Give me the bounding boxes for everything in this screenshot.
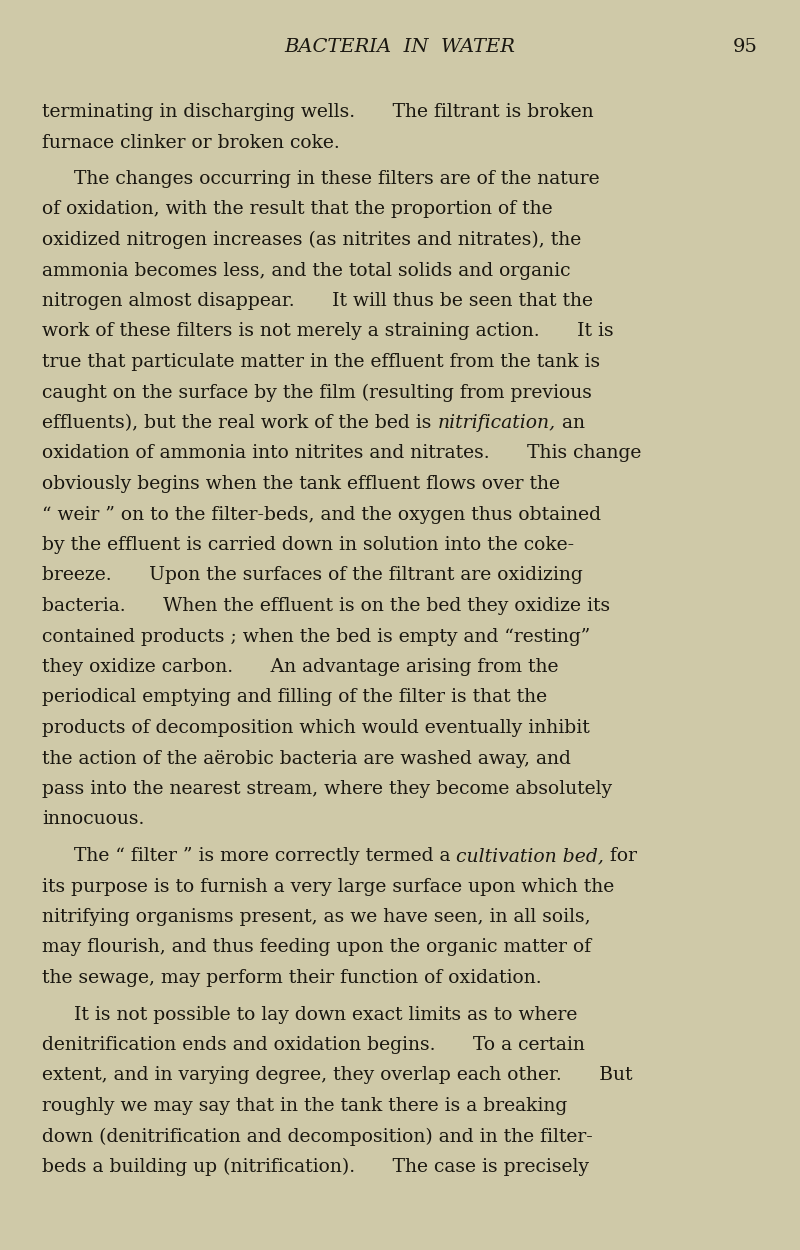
Text: breeze.  Upon the surfaces of the filtrant are oxidizing: breeze. Upon the surfaces of the filtran…: [42, 566, 582, 585]
Text: denitrification ends and oxidation begins.  To a certain: denitrification ends and oxidation begin…: [42, 1036, 585, 1054]
Text: It is not possible to lay down exact limits as to where: It is not possible to lay down exact lim…: [74, 1005, 578, 1024]
Text: The changes occurring in these filters are of the nature: The changes occurring in these filters a…: [74, 170, 600, 187]
Text: nitrification,: nitrification,: [438, 414, 555, 432]
Text: products of decomposition which would eventually inhibit: products of decomposition which would ev…: [42, 719, 590, 738]
Text: BACTERIA  IN  WATER: BACTERIA IN WATER: [285, 38, 515, 56]
Text: The “ filter ” is more correctly termed a: The “ filter ” is more correctly termed …: [74, 848, 457, 865]
Text: roughly we may say that in the tank there is a breaking: roughly we may say that in the tank ther…: [42, 1098, 567, 1115]
Text: the action of the aërobic bacteria are washed away, and: the action of the aërobic bacteria are w…: [42, 750, 571, 768]
Text: work of these filters is not merely a straining action.  It is: work of these filters is not merely a st…: [42, 322, 614, 340]
Text: furnace clinker or broken coke.: furnace clinker or broken coke.: [42, 134, 340, 151]
Text: contained products ; when the bed is empty and “resting”: contained products ; when the bed is emp…: [42, 628, 590, 645]
Text: down (denitrification and decomposition) and in the filter-: down (denitrification and decomposition)…: [42, 1128, 593, 1146]
Text: beds a building up (nitrification).  The case is precisely: beds a building up (nitrification). The …: [42, 1158, 589, 1176]
Text: by the effluent is carried down in solution into the coke-: by the effluent is carried down in solut…: [42, 536, 574, 554]
Text: nitrifying organisms present, as we have seen, in all soils,: nitrifying organisms present, as we have…: [42, 908, 590, 926]
Text: the sewage, may perform their function of oxidation.: the sewage, may perform their function o…: [42, 969, 542, 988]
Text: cultivation bed,: cultivation bed,: [457, 848, 604, 865]
Text: an: an: [555, 414, 585, 432]
Text: “ weir ” on to the filter-beds, and the oxygen thus obtained: “ weir ” on to the filter-beds, and the …: [42, 505, 601, 524]
Text: nitrogen almost disappear.  It will thus be seen that the: nitrogen almost disappear. It will thus …: [42, 292, 593, 310]
Text: pass into the nearest stream, where they become absolutely: pass into the nearest stream, where they…: [42, 780, 612, 798]
Text: 95: 95: [733, 38, 758, 56]
Text: effluents), but the real work of the bed is: effluents), but the real work of the bed…: [42, 414, 438, 432]
Text: they oxidize carbon.  An advantage arising from the: they oxidize carbon. An advantage arisin…: [42, 658, 558, 676]
Text: its purpose is to furnish a very large surface upon which the: its purpose is to furnish a very large s…: [42, 878, 614, 895]
Text: obviously begins when the tank effluent flows over the: obviously begins when the tank effluent …: [42, 475, 560, 492]
Text: may flourish, and thus feeding upon the organic matter of: may flourish, and thus feeding upon the …: [42, 939, 591, 956]
Text: innocuous.: innocuous.: [42, 810, 144, 829]
Text: true that particulate matter in the effluent from the tank is: true that particulate matter in the effl…: [42, 352, 600, 371]
Text: oxidation of ammonia into nitrites and nitrates.  This change: oxidation of ammonia into nitrites and n…: [42, 445, 642, 462]
Text: of oxidation, with the result that the proportion of the: of oxidation, with the result that the p…: [42, 200, 553, 219]
Text: ammonia becomes less, and the total solids and organic: ammonia becomes less, and the total soli…: [42, 261, 570, 280]
Text: bacteria.  When the effluent is on the bed they oxidize its: bacteria. When the effluent is on the be…: [42, 598, 610, 615]
Text: oxidized nitrogen increases (as nitrites and nitrates), the: oxidized nitrogen increases (as nitrites…: [42, 231, 582, 249]
Text: periodical emptying and filling of the filter is that the: periodical emptying and filling of the f…: [42, 689, 547, 706]
Text: terminating in discharging wells.  The filtrant is broken: terminating in discharging wells. The fi…: [42, 102, 594, 121]
Text: extent, and in varying degree, they overlap each other.  But: extent, and in varying degree, they over…: [42, 1066, 633, 1085]
Text: for: for: [604, 848, 638, 865]
Text: caught on the surface by the film (resulting from previous: caught on the surface by the film (resul…: [42, 384, 592, 401]
